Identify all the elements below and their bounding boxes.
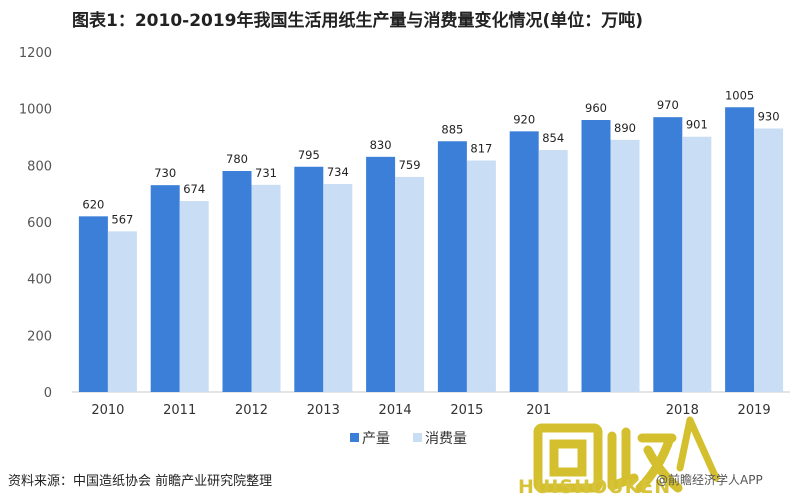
legend-label-consumption: 消费量 xyxy=(425,431,467,447)
data-label-consumption: 817 xyxy=(470,142,492,156)
data-label-consumption: 734 xyxy=(327,165,349,179)
watermark-text: HUISHOUKEN xyxy=(518,476,672,498)
y-tick-label: 1000 xyxy=(19,103,52,118)
data-label-production: 780 xyxy=(226,152,248,166)
bar-consumption xyxy=(466,160,496,392)
x-tick-label: 201 xyxy=(526,403,551,418)
x-tick-label: 2012 xyxy=(235,403,268,418)
x-tick-label: 2018 xyxy=(666,403,699,418)
x-axis-ticks: 2010 2011 2012 2013 2014 2015 201 2018 2019 xyxy=(91,403,770,418)
watermark-logo xyxy=(533,416,720,493)
data-label-production: 885 xyxy=(441,122,463,136)
source-note: 资料来源：中国造纸协会 前瞻产业研究院整理 xyxy=(8,474,273,489)
bar-production xyxy=(581,120,611,392)
credit-note: @前瞻经济学人APP xyxy=(656,473,763,487)
bar-production xyxy=(366,156,396,392)
bar-consumption xyxy=(107,231,137,392)
chart-title: 图表1：2010-2019年我国生活用纸生产量与消费量变化情况(单位：万吨) xyxy=(72,11,644,31)
bar-consumption xyxy=(395,176,425,392)
y-tick-label: 400 xyxy=(27,273,52,288)
bar-production xyxy=(222,171,252,392)
y-tick-label: 600 xyxy=(27,216,52,231)
bar-production xyxy=(725,107,755,392)
data-label-consumption: 567 xyxy=(111,212,133,226)
x-tick-label: 2014 xyxy=(379,403,412,418)
data-label-consumption: 731 xyxy=(255,166,277,180)
y-tick-label: 200 xyxy=(27,329,52,344)
legend-label-production: 产量 xyxy=(362,431,390,447)
legend-swatch-production xyxy=(350,433,359,442)
bar-series: 620 567 730 674 780 731 795 734 830 759 885 817 920 8… xyxy=(78,88,784,393)
data-label-consumption: 901 xyxy=(686,118,708,132)
bar-consumption xyxy=(754,128,784,392)
data-label-production: 795 xyxy=(298,148,320,162)
data-label-consumption: 759 xyxy=(399,158,421,172)
y-tick-label: 800 xyxy=(27,159,52,174)
bar-production xyxy=(294,166,324,392)
bar-consumption xyxy=(323,184,353,392)
data-label-consumption: 854 xyxy=(542,131,564,145)
y-axis-ticks: 0 200 400 600 800 1000 1200 xyxy=(19,46,52,401)
y-tick-label: 1200 xyxy=(19,46,52,61)
bar-production xyxy=(437,141,467,392)
legend-swatch-consumption xyxy=(413,433,422,442)
data-label-production: 970 xyxy=(657,98,679,112)
bar-production xyxy=(78,216,108,392)
legend: 产量 消费量 xyxy=(350,431,467,447)
data-label-consumption: 674 xyxy=(183,182,205,196)
data-label-production: 960 xyxy=(585,101,607,115)
bar-consumption xyxy=(251,184,281,392)
bar-consumption xyxy=(682,136,712,392)
data-label-production: 730 xyxy=(154,166,176,180)
x-tick-label: 2011 xyxy=(163,403,196,418)
bar-consumption xyxy=(610,139,640,392)
bar-consumption xyxy=(538,150,568,392)
data-label-production: 620 xyxy=(82,197,104,211)
data-label-production: 920 xyxy=(513,112,535,126)
bar-production xyxy=(509,131,539,393)
x-tick-label: 2019 xyxy=(738,403,771,418)
x-tick-label: 2010 xyxy=(91,403,124,418)
data-label-consumption: 930 xyxy=(758,110,780,124)
data-label-production: 830 xyxy=(370,138,392,152)
x-tick-label: 2013 xyxy=(307,403,340,418)
bar-production xyxy=(653,117,683,393)
data-label-production: 1005 xyxy=(725,88,754,102)
data-label-consumption: 890 xyxy=(614,121,636,135)
bar-consumption xyxy=(179,201,209,392)
x-tick-label: 2015 xyxy=(450,403,483,418)
y-tick-label: 0 xyxy=(44,386,52,401)
bar-production xyxy=(150,185,180,392)
